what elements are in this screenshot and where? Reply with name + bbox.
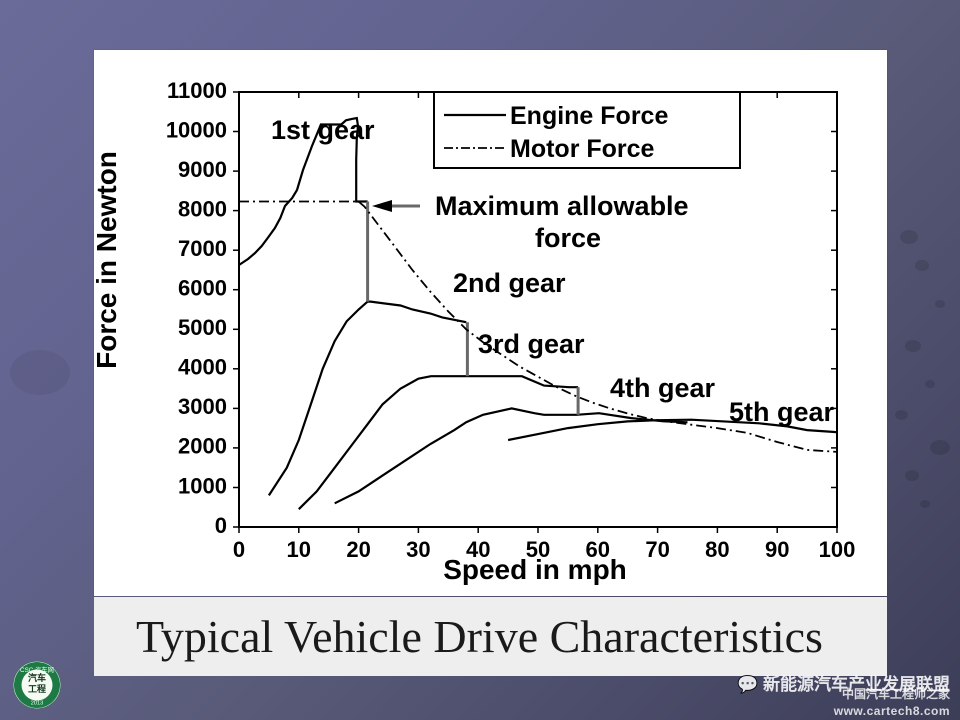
svg-text:9000: 9000	[178, 157, 227, 182]
svg-text:90: 90	[765, 537, 789, 562]
svg-text:11000: 11000	[167, 78, 227, 103]
svg-text:1000: 1000	[178, 473, 227, 498]
svg-text:8000: 8000	[178, 196, 227, 221]
svg-text:20: 20	[346, 537, 370, 562]
svg-text:2000: 2000	[178, 434, 227, 459]
svg-text:2nd gear: 2nd gear	[453, 268, 566, 298]
svg-text:30: 30	[406, 537, 430, 562]
svg-text:force: force	[535, 223, 601, 253]
svg-text:Speed in mph: Speed in mph	[443, 554, 627, 585]
svg-text:6000: 6000	[178, 276, 227, 301]
svg-text:0: 0	[233, 537, 245, 562]
svg-text:80: 80	[705, 537, 729, 562]
svg-text:3000: 3000	[178, 394, 227, 419]
svg-text:1st gear: 1st gear	[271, 115, 375, 145]
svg-text:10: 10	[287, 537, 311, 562]
svg-text:100: 100	[819, 537, 856, 562]
svg-text:3rd gear: 3rd gear	[478, 329, 585, 359]
svg-text:Force in Newton: Force in Newton	[94, 151, 122, 369]
svg-text:7000: 7000	[178, 236, 227, 261]
svg-text:5th gear: 5th gear	[729, 397, 835, 427]
svg-text:Maximum allowable: Maximum allowable	[435, 191, 689, 221]
svg-text:Engine Force: Engine Force	[510, 102, 668, 130]
svg-text:0: 0	[215, 513, 227, 538]
svg-text:10000: 10000	[166, 117, 227, 142]
svg-text:4000: 4000	[178, 355, 227, 380]
svg-text:5000: 5000	[178, 315, 227, 340]
svg-text:4th gear: 4th gear	[610, 373, 716, 403]
svg-text:汽车: 汽车	[28, 672, 46, 683]
svg-text:工程: 工程	[28, 683, 46, 694]
svg-text:2013: 2013	[31, 701, 43, 707]
svg-text:Motor Force: Motor Force	[510, 135, 655, 163]
svg-text:70: 70	[645, 537, 669, 562]
